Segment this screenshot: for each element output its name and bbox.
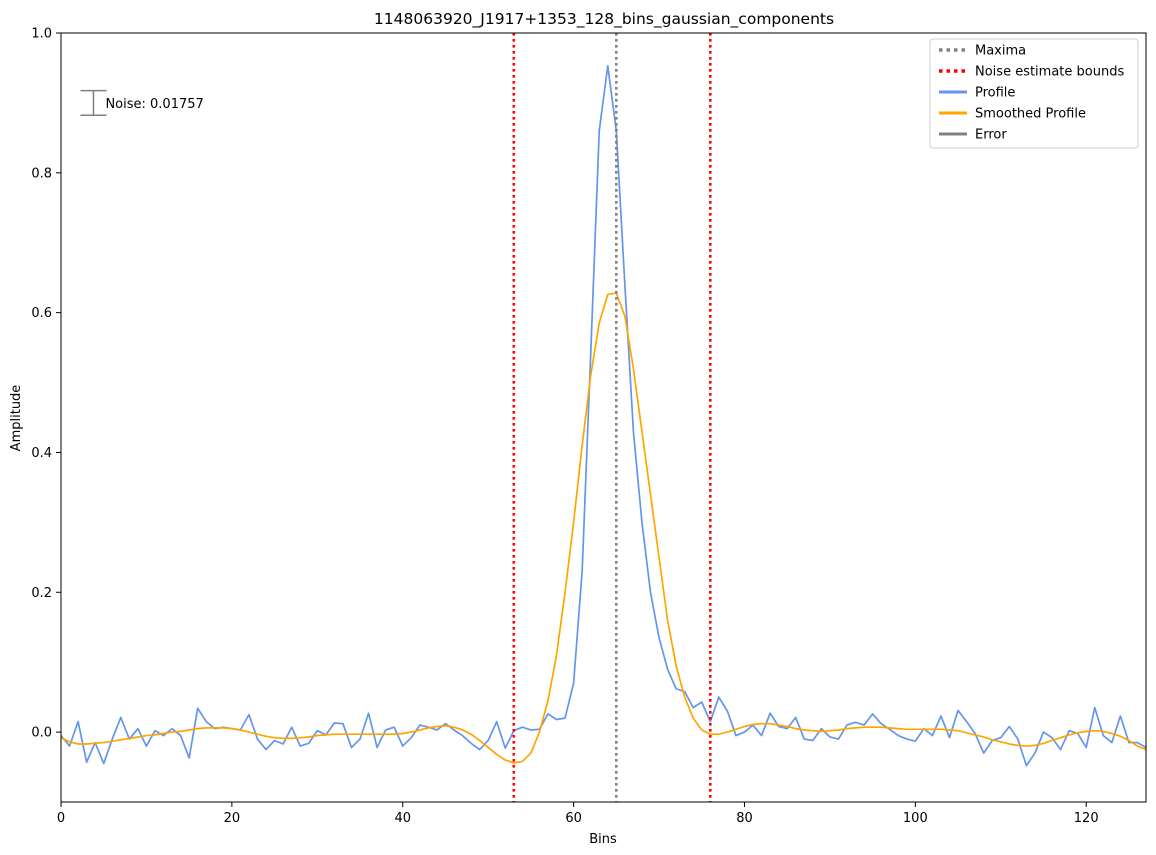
chart-title: 1148063920_J1917+1353_128_bins_gaussian_… <box>374 10 834 29</box>
axes: 0 20 40 60 80 100 120 0.0 0.2 0.4 0.6 0.8 1.0 <box>31 27 1147 826</box>
x-tick-label: 80 <box>736 811 753 826</box>
y-tick-label: 0.6 <box>31 306 52 321</box>
series-line-profile <box>61 65 1146 767</box>
legend-label: Noise estimate bounds <box>975 65 1124 80</box>
x-tick-label: 40 <box>394 811 411 826</box>
x-axis-label: Bins <box>589 832 617 847</box>
legend-label: Maxima <box>975 44 1026 59</box>
y-tick-label: 0.8 <box>31 166 52 181</box>
y-axis-label: Amplitude <box>9 385 24 452</box>
legend-label: Smoothed Profile <box>975 107 1086 122</box>
plot-area: Noise: 0.01757 <box>61 33 1146 802</box>
legend-box <box>929 38 1139 149</box>
x-tick-label: 0 <box>57 811 65 826</box>
series-line-smoothed-profile <box>61 292 1146 764</box>
y-tick-label: 1.0 <box>31 27 52 42</box>
legend-label: Profile <box>975 86 1015 101</box>
plot-lines <box>61 65 1146 767</box>
plot-frame <box>60 32 1147 803</box>
y-tick-label: 0.2 <box>31 586 52 601</box>
x-tick-label: 20 <box>224 811 241 826</box>
y-tick-label: 0.4 <box>31 446 52 461</box>
legend: Maxima Noise estimate bounds Profile Smooth… <box>929 38 1139 149</box>
x-tick-label: 60 <box>565 811 582 826</box>
y-tick-label: 0.0 <box>31 726 52 741</box>
error-bar-label: Noise: 0.01757 <box>105 97 203 112</box>
x-tick-label: 120 <box>1074 811 1099 826</box>
x-tick-label: 100 <box>903 811 928 826</box>
legend-label: Error <box>975 128 1007 143</box>
